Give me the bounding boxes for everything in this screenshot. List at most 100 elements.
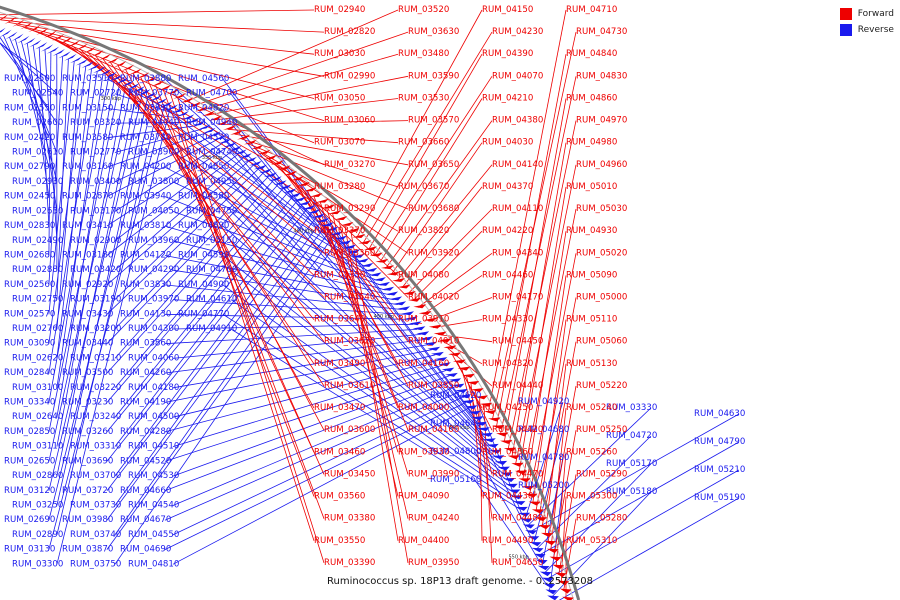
gene-label[interactable]: RUM_04460 — [482, 270, 533, 280]
gene-label[interactable]: RUM_03910 — [398, 315, 449, 325]
gene-label[interactable]: RUM_03120 — [4, 486, 55, 496]
gene-label[interactable]: RUM_04760 — [186, 265, 237, 275]
gene-label[interactable]: RUM_04700 — [186, 89, 237, 99]
gene-label[interactable]: RUM_04750 — [186, 206, 237, 216]
gene-label[interactable]: RUM_04390 — [482, 49, 533, 59]
gene-label[interactable]: RUM_05030 — [576, 204, 627, 214]
gene-label[interactable]: RUM_04650 — [492, 558, 543, 568]
gene-label[interactable]: RUM_03440 — [62, 339, 113, 349]
gene-feature[interactable] — [253, 164, 267, 170]
gene-feature[interactable] — [537, 565, 550, 571]
gene-label[interactable]: RUM_04060 — [128, 353, 179, 363]
gene-feature[interactable] — [397, 284, 411, 289]
gene-label[interactable]: RUM_03680 — [408, 204, 459, 214]
gene-feature[interactable] — [296, 181, 310, 186]
gene-label[interactable]: RUM_03090 — [4, 339, 55, 349]
gene-label[interactable]: RUM_04810 — [128, 559, 179, 569]
gene-feature[interactable] — [389, 296, 403, 301]
gene-label[interactable]: RUM_04670 — [120, 515, 171, 525]
gene-label[interactable]: RUM_04470 — [492, 469, 543, 479]
gene-label[interactable]: RUM_02630 — [12, 206, 63, 216]
gene-label[interactable]: RUM_03190 — [70, 295, 121, 305]
gene-feature[interactable] — [443, 345, 457, 350]
gene-feature[interactable] — [283, 170, 297, 176]
gene-label[interactable]: RUM_03870 — [62, 545, 113, 555]
gene-label[interactable]: RUM_04170 — [492, 293, 543, 303]
gene-label[interactable]: RUM_04680 — [518, 425, 569, 435]
gene-label[interactable]: RUM_04820 — [178, 103, 229, 113]
gene-label[interactable]: RUM_03250 — [12, 501, 63, 511]
gene-feature[interactable] — [258, 168, 272, 174]
gene-label[interactable]: RUM_02920 — [62, 280, 113, 290]
gene-feature[interactable] — [428, 324, 442, 329]
gene-label[interactable]: RUM_04660 — [120, 486, 171, 496]
gene-feature[interactable] — [151, 80, 165, 87]
gene-feature[interactable] — [223, 142, 237, 148]
gene-label[interactable]: RUM_03570 — [408, 116, 459, 126]
gene-feature[interactable] — [202, 127, 216, 134]
gene-feature[interactable] — [416, 331, 430, 336]
gene-feature[interactable] — [83, 46, 96, 54]
gene-feature[interactable] — [518, 478, 531, 483]
gene-label[interactable]: RUM_04900 — [178, 280, 229, 290]
gene-feature[interactable] — [249, 160, 262, 166]
gene-feature[interactable] — [397, 306, 411, 311]
gene-feature[interactable] — [328, 210, 342, 215]
gene-feature[interactable] — [187, 101, 201, 108]
gene-label[interactable]: RUM_03260 — [62, 427, 113, 437]
gene-feature[interactable] — [423, 317, 437, 322]
gene-feature[interactable] — [0, 29, 12, 38]
gene-label[interactable]: RUM_04590 — [178, 251, 229, 261]
gene-feature[interactable] — [448, 378, 462, 383]
gene-feature[interactable] — [181, 114, 195, 120]
gene-label[interactable]: RUM_02680 — [4, 251, 55, 261]
gene-label[interactable]: RUM_04930 — [566, 226, 617, 236]
gene-feature[interactable] — [557, 580, 570, 586]
gene-label[interactable]: RUM_03060 — [324, 116, 375, 126]
gene-feature[interactable] — [11, 33, 24, 42]
gene-feature[interactable] — [5, 31, 18, 40]
gene-feature[interactable] — [40, 44, 54, 52]
gene-label[interactable]: RUM_03880 — [120, 74, 171, 84]
gene-feature[interactable] — [132, 86, 146, 93]
gene-label[interactable]: RUM_02900 — [70, 236, 121, 246]
gene-label[interactable]: RUM_03820 — [398, 226, 449, 236]
gene-label[interactable]: RUM_03950 — [408, 558, 459, 568]
gene-label[interactable]: RUM_02570 — [4, 309, 55, 319]
gene-label[interactable]: RUM_04530 — [128, 471, 179, 481]
gene-feature[interactable] — [277, 165, 291, 170]
gene-feature[interactable] — [453, 359, 466, 364]
gene-label[interactable]: RUM_04580 — [178, 192, 229, 202]
gene-feature[interactable] — [496, 432, 509, 437]
gene-feature[interactable] — [159, 101, 173, 108]
gene-label[interactable]: RUM_05280 — [576, 514, 627, 524]
gene-label[interactable]: RUM_03480 — [398, 49, 449, 59]
gene-label[interactable]: RUM_02790 — [4, 162, 55, 172]
gene-label[interactable]: RUM_04830 — [576, 71, 627, 81]
gene-feature[interactable] — [543, 540, 556, 546]
gene-label[interactable]: RUM_03280 — [314, 182, 365, 192]
gene-label[interactable]: RUM_03350 — [314, 270, 365, 280]
gene-label[interactable]: RUM_04970 — [576, 116, 627, 126]
gene-feature[interactable] — [533, 553, 546, 559]
gene-label[interactable]: RUM_04560 — [178, 74, 229, 84]
gene-feature[interactable] — [243, 139, 257, 145]
gene-feature[interactable] — [243, 156, 257, 162]
gene-label[interactable]: RUM_03970 — [128, 295, 179, 305]
gene-label[interactable]: RUM_04100 — [408, 425, 459, 435]
gene-feature[interactable] — [98, 53, 112, 61]
gene-label[interactable]: RUM_03130 — [4, 545, 55, 555]
gene-label[interactable]: RUM_04140 — [492, 160, 543, 170]
gene-label[interactable]: RUM_02830 — [4, 221, 55, 231]
gene-feature[interactable] — [438, 338, 452, 343]
gene-label[interactable]: RUM_04150 — [482, 5, 533, 15]
gene-label[interactable]: RUM_03900 — [128, 148, 179, 158]
gene-label[interactable]: RUM_04490 — [482, 536, 533, 546]
gene-feature[interactable] — [356, 258, 369, 263]
gene-label[interactable]: RUM_04360 — [482, 447, 533, 457]
gene-feature[interactable] — [322, 204, 336, 209]
gene-label[interactable]: RUM_02820 — [324, 27, 375, 37]
gene-feature[interactable] — [358, 240, 372, 245]
gene-label[interactable]: RUM_02640 — [12, 412, 63, 422]
gene-label[interactable]: RUM_02880 — [12, 265, 63, 275]
